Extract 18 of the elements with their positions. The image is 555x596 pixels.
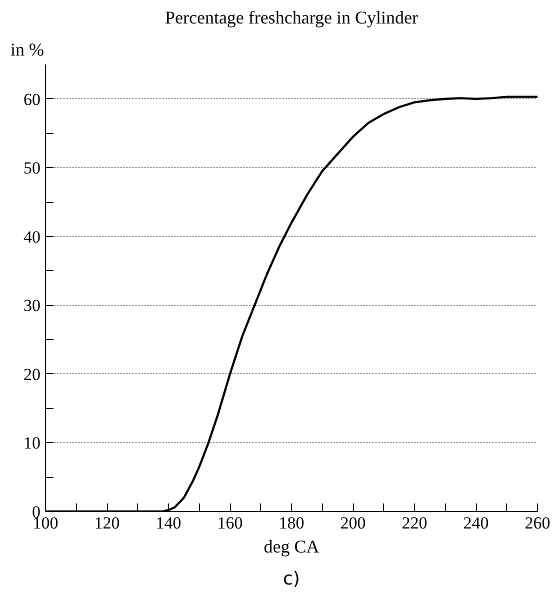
x-tick-label: 160: [217, 514, 243, 532]
y-tick-label: 40: [24, 227, 40, 246]
x-tick-label: 220: [402, 514, 428, 532]
chart-title: Percentage freshcharge in Cylinder: [164, 8, 418, 28]
x-tick-label: 260: [524, 514, 550, 532]
x-axis-title: deg CA: [264, 536, 320, 556]
x-tick-label: 120: [94, 514, 120, 532]
x-tick-label: 240: [463, 514, 489, 532]
y-tick-label: 20: [24, 364, 40, 384]
y-axis-title: in %: [10, 40, 44, 60]
y-tick-label: 10: [24, 434, 40, 453]
y-tick-label: 60: [24, 90, 40, 109]
y-tick-label: 50: [24, 158, 40, 178]
y-tick-label: 30: [24, 296, 40, 316]
text: c): [283, 568, 300, 590]
x-tick-label: 140: [156, 514, 182, 532]
x-tick-label: 200: [340, 514, 366, 532]
x-tick-label: 180: [278, 514, 304, 532]
